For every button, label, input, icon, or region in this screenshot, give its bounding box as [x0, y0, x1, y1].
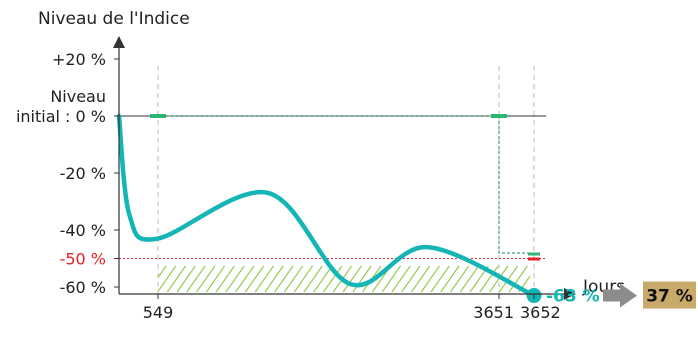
result-box — [643, 281, 696, 309]
result-label: 37 % — [646, 287, 693, 307]
y-tick-label: +20 % — [52, 50, 106, 69]
y-tick-label: -20 % — [60, 164, 106, 183]
y-tick-label: -40 % — [60, 221, 106, 240]
index-curve — [116, 113, 537, 298]
result-arrow-icon — [603, 283, 637, 308]
x-tick-label: 3652 — [520, 303, 561, 322]
x-ticks: 549 3651 3652 — [143, 294, 561, 322]
y-tick-label: -50 % — [60, 250, 106, 269]
x-tick-label: 3651 — [473, 303, 514, 322]
y-axis-title: Niveau de l'Indice — [38, 9, 190, 29]
recall-path-dash — [498, 116, 534, 254]
final-value-label: -63 % — [546, 287, 600, 307]
x-tick-label: 549 — [143, 303, 174, 322]
y-tick-label: initial : 0 % — [16, 107, 106, 126]
observation-markers — [150, 114, 540, 261]
day-guides — [157, 66, 535, 294]
y-tick-label: Niveau — [50, 87, 106, 106]
y-tick-label: -60 % — [60, 278, 106, 297]
